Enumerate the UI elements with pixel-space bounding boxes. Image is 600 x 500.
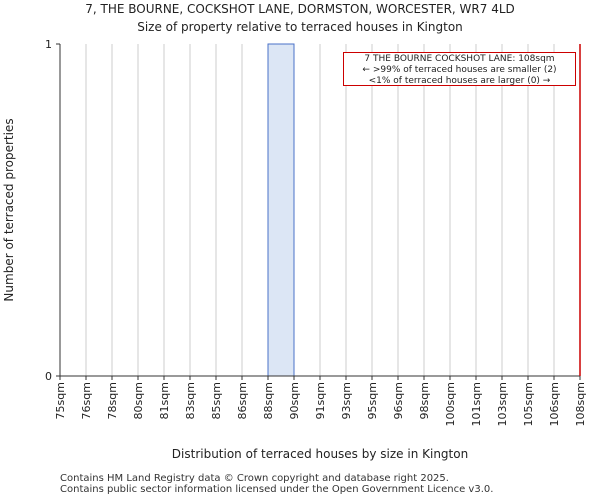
x-tick-label-101sqm: 101sqm	[470, 382, 483, 426]
x-tick-label-85sqm: 85sqm	[210, 382, 223, 419]
property-annotation: 7 THE BOURNE COCKSHOT LANE: 108sqm ← >99…	[343, 52, 576, 86]
footer-line-2: Contains public sector information licen…	[60, 484, 494, 495]
x-tick-label-88sqm: 88sqm	[262, 382, 275, 419]
x-tick-label-83sqm: 83sqm	[184, 382, 197, 419]
y-axis-label: Number of terraced properties	[2, 118, 16, 301]
x-tick-label-78sqm: 78sqm	[106, 382, 119, 419]
chart-title: 7, THE BOURNE, COCKSHOT LANE, DORMSTON, …	[85, 2, 515, 16]
chart-subtitle: Size of property relative to terraced ho…	[137, 20, 463, 34]
x-tick-label-86sqm: 86sqm	[236, 382, 249, 419]
y-tick-label-0: 0	[45, 370, 52, 383]
x-tick-label-106sqm: 106sqm	[548, 382, 561, 426]
x-tick-label-100sqm: 100sqm	[444, 382, 457, 426]
y-tick-label-1: 1	[45, 38, 52, 51]
x-tick-label-105sqm: 105sqm	[522, 382, 535, 426]
annotation-line-2: ← >99% of terraced houses are smaller (2…	[362, 65, 557, 75]
x-tick-label-98sqm: 98sqm	[418, 382, 431, 419]
x-tick-label-96sqm: 96sqm	[392, 382, 405, 419]
annotation-line-3: <1% of terraced houses are larger (0) →	[368, 76, 551, 86]
footer-line-1: Contains HM Land Registry data © Crown c…	[60, 473, 449, 484]
x-tick-label-76sqm: 76sqm	[80, 382, 93, 419]
x-tick-label-108sqm: 108sqm	[574, 382, 587, 426]
x-tick-label-81sqm: 81sqm	[158, 382, 171, 419]
bar-88sqm	[267, 43, 295, 377]
x-tick-label-75sqm: 75sqm	[54, 382, 67, 419]
x-tick-label-95sqm: 95sqm	[366, 382, 379, 419]
x-tick-label-90sqm: 90sqm	[288, 382, 301, 419]
x-tick-label-93sqm: 93sqm	[340, 382, 353, 419]
x-axis-label: Distribution of terraced houses by size …	[172, 447, 468, 461]
x-tick-label-103sqm: 103sqm	[496, 382, 509, 426]
x-tick-label-91sqm: 91sqm	[314, 382, 327, 419]
x-tick-label-80sqm: 80sqm	[132, 382, 145, 419]
annotation-line-1: 7 THE BOURNE COCKSHOT LANE: 108sqm	[364, 54, 555, 64]
